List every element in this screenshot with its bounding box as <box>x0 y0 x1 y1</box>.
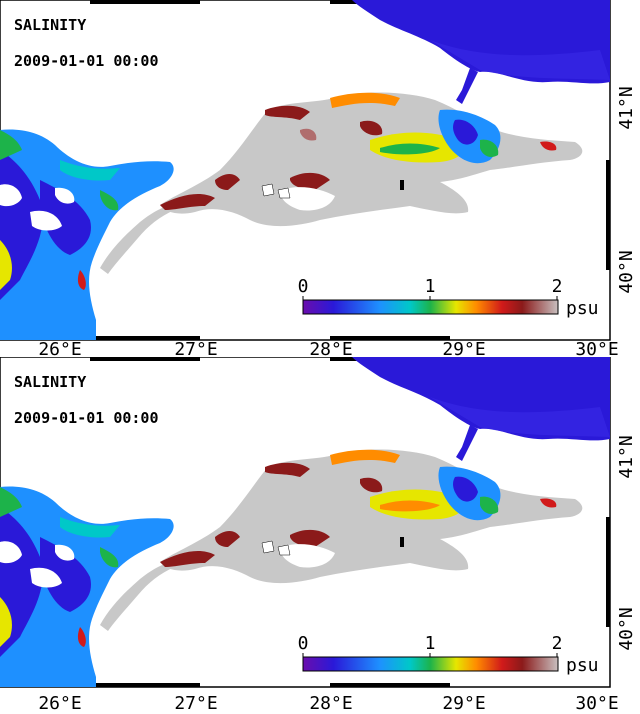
map-timestamp: 2009-01-01 00:00 <box>14 409 159 427</box>
lon-tick-26: 26°E <box>38 693 81 714</box>
colorbar-tick-1: 1 <box>425 276 436 297</box>
colorbar-unit: psu <box>566 298 599 319</box>
map-svg-1: SALINITY 2009-01-01 00:00 0 1 2 psu 26°E… <box>0 0 637 357</box>
map-timestamp: 2009-01-01 00:00 <box>14 52 159 70</box>
salinity-map-panel-1: SALINITY 2009-01-01 00:00 0 1 2 psu 26°E… <box>0 0 637 357</box>
map-title: SALINITY <box>14 373 86 391</box>
lat-tick-40: 40°N <box>616 250 637 293</box>
lon-tick-29: 29°E <box>442 339 485 357</box>
lat-tick-40: 40°N <box>616 607 637 650</box>
marmara-island <box>280 544 335 568</box>
lon-tick-29: 29°E <box>442 693 485 714</box>
salinity-map-panel-2: SALINITY 2009-01-01 00:00 0 1 2 psu 26°E… <box>0 357 640 714</box>
lon-tick-30: 30°E <box>575 339 618 357</box>
lon-tick-28: 28°E <box>309 693 352 714</box>
lon-tick-28: 28°E <box>309 339 352 357</box>
colorbar <box>302 656 559 672</box>
dardanelles-strait <box>100 563 175 631</box>
lat-tick-41: 41°N <box>616 435 637 478</box>
colorbar <box>302 299 559 315</box>
colorbar-tick-2: 2 <box>552 633 563 654</box>
colorbar-tick-0: 0 <box>298 633 309 654</box>
map-title: SALINITY <box>14 16 86 34</box>
map-svg-2: SALINITY 2009-01-01 00:00 0 1 2 psu 26°E… <box>0 357 637 714</box>
colorbar-tick-0: 0 <box>298 276 309 297</box>
dardanelles-strait <box>100 206 175 274</box>
bosphorus-strait <box>456 68 478 104</box>
colorbar-unit: psu <box>566 655 599 676</box>
lon-tick-27: 27°E <box>174 339 217 357</box>
lon-tick-26: 26°E <box>38 339 81 357</box>
bosphorus-strait <box>456 425 478 461</box>
marmara-island <box>280 187 335 211</box>
colorbar-tick-1: 1 <box>425 633 436 654</box>
lat-tick-41: 41°N <box>616 86 637 129</box>
lon-tick-30: 30°E <box>575 693 618 714</box>
colorbar-tick-2: 2 <box>552 276 563 297</box>
lon-tick-27: 27°E <box>174 693 217 714</box>
